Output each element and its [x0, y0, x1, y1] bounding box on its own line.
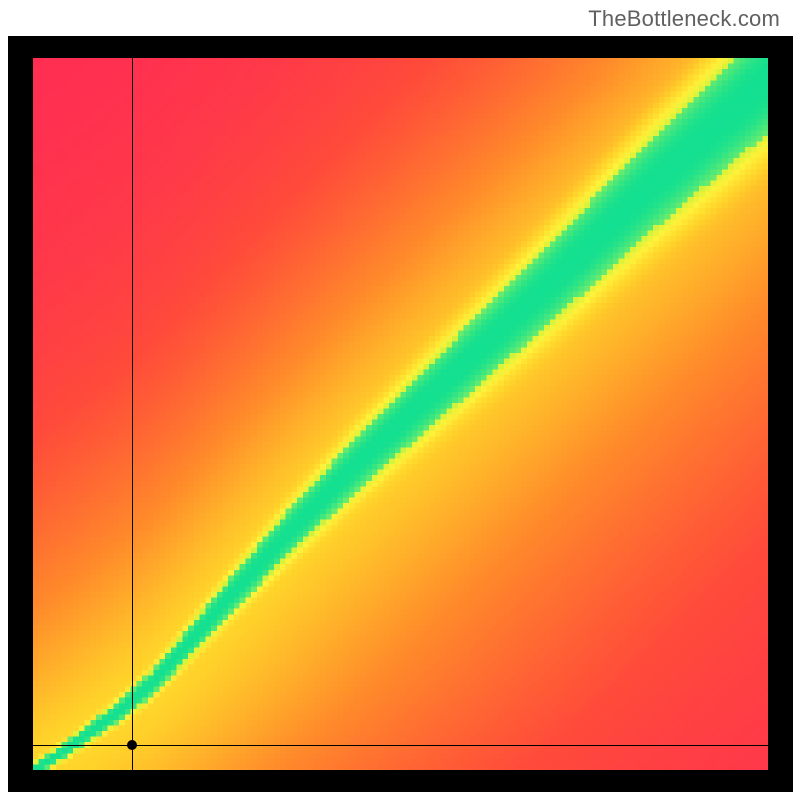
plot-frame — [8, 36, 793, 792]
heatmap-area — [33, 58, 768, 770]
watermark-text: TheBottleneck.com — [588, 6, 780, 32]
heatmap-canvas — [33, 58, 768, 770]
